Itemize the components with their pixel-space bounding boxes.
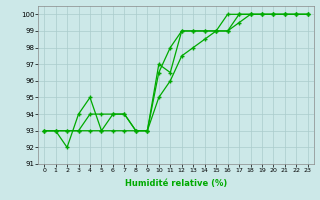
X-axis label: Humidité relative (%): Humidité relative (%) xyxy=(125,179,227,188)
